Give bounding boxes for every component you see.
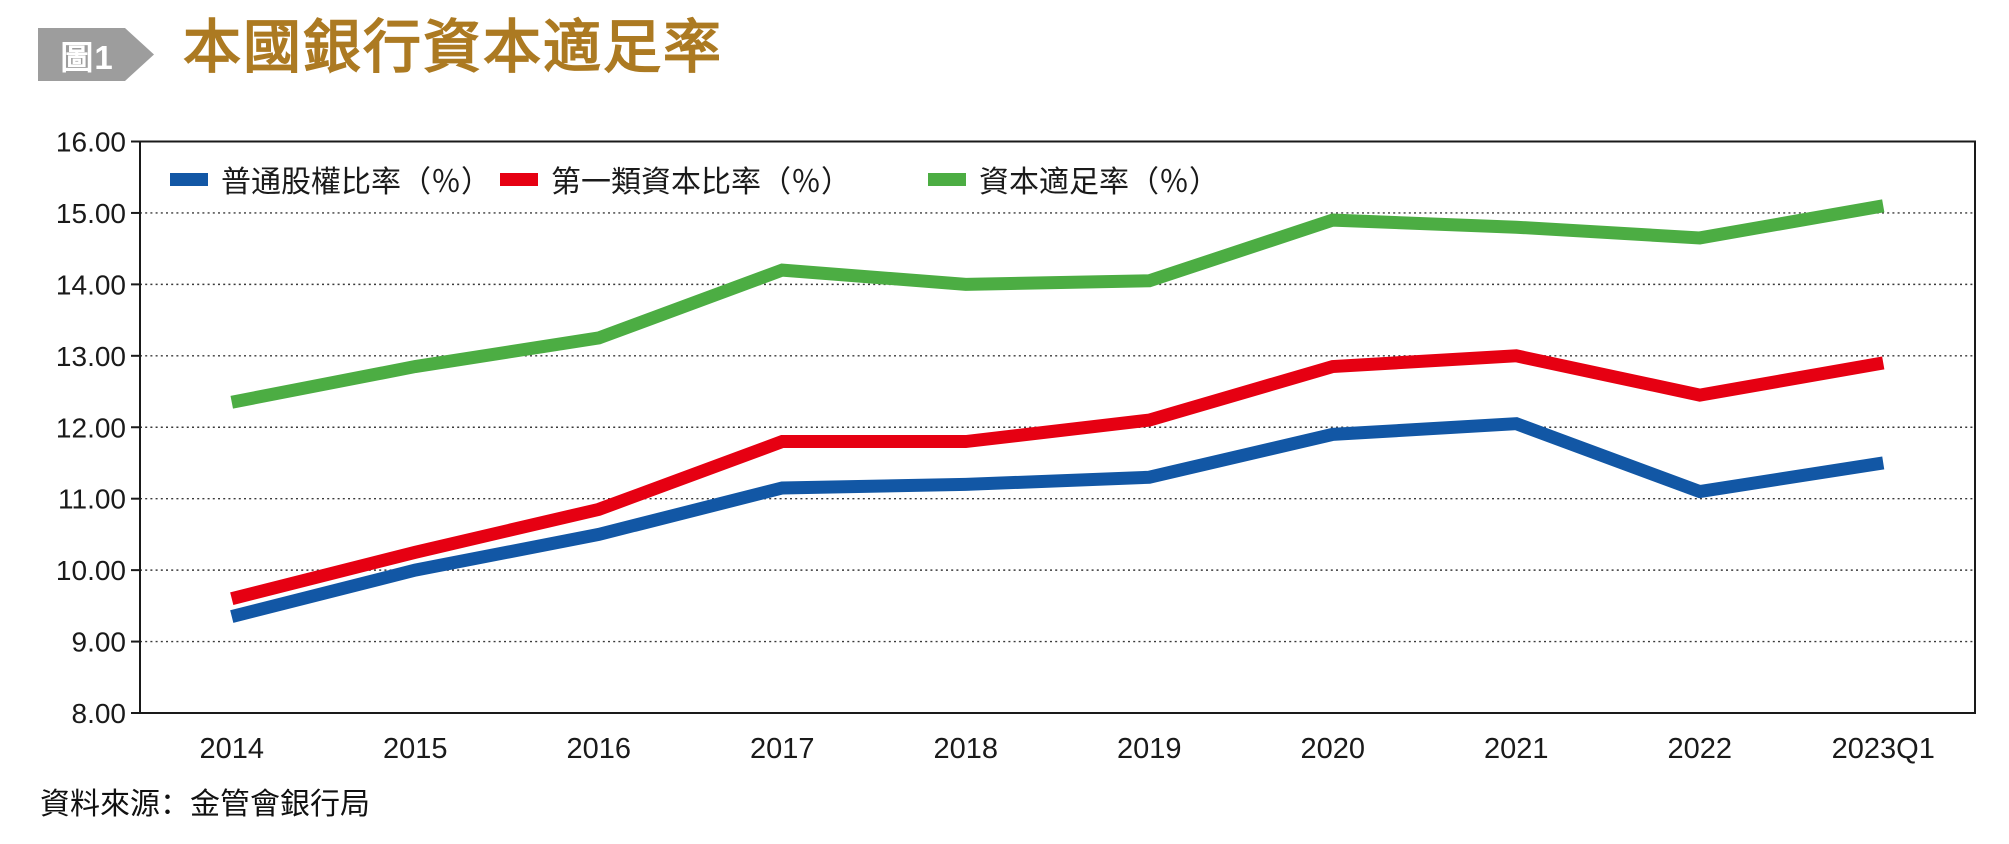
svg-text:2015: 2015 <box>383 733 448 765</box>
svg-text:2014: 2014 <box>199 733 264 765</box>
svg-text:8.00: 8.00 <box>72 698 127 729</box>
legend-swatch-capital-adequacy <box>928 172 966 186</box>
svg-text:15.00: 15.00 <box>56 198 126 229</box>
gridlines <box>140 212 1975 643</box>
data-source-note: 資料來源：金管會銀行局 <box>40 788 370 821</box>
svg-text:2022: 2022 <box>1667 733 1732 765</box>
svg-text:2018: 2018 <box>933 733 998 765</box>
svg-text:9.00: 9.00 <box>72 627 127 658</box>
svg-text:2016: 2016 <box>566 733 631 765</box>
legend-label: 資本適足率（％） <box>979 166 1219 199</box>
svg-text:12.00: 12.00 <box>56 412 126 443</box>
svg-text:11.00: 11.00 <box>58 484 126 515</box>
svg-text:10.00: 10.00 <box>56 555 126 586</box>
svg-text:13.00: 13.00 <box>56 341 126 372</box>
y-axis-ticks <box>131 140 140 714</box>
svg-text:2017: 2017 <box>750 733 815 765</box>
legend-label: 普通股權比率（％） <box>221 166 491 199</box>
svg-text:2023Q1: 2023Q1 <box>1832 733 1935 765</box>
legend-item-tier1-capital: 第一類資本比率（％） <box>500 160 851 199</box>
legend-swatch-tier1-capital <box>500 172 538 186</box>
legend-label: 第一類資本比率（％） <box>551 166 851 199</box>
legend-item-common-equity: 普通股權比率（％） <box>170 160 491 199</box>
legend-swatch-common-equity <box>170 172 208 186</box>
svg-text:14.00: 14.00 <box>56 269 126 300</box>
svg-text:2019: 2019 <box>1117 733 1182 765</box>
data-series-lines <box>230 199 1885 623</box>
legend-item-capital-adequacy: 資本適足率（％） <box>928 160 1219 199</box>
x-axis-labels: 2014 2015 2016 2017 2018 2019 2020 2021 2022 2023… <box>199 733 1934 765</box>
svg-text:16.00: 16.00 <box>56 127 126 158</box>
chart-title: 本國銀行資本適足率 <box>183 15 724 80</box>
figure-number-label: 圖1 <box>60 38 114 76</box>
y-axis-labels: 16.00 15.00 14.00 13.00 12.00 11.00 10.00 9.00 8… <box>56 127 126 730</box>
svg-text:2020: 2020 <box>1300 733 1365 765</box>
svg-text:2021: 2021 <box>1484 733 1549 765</box>
